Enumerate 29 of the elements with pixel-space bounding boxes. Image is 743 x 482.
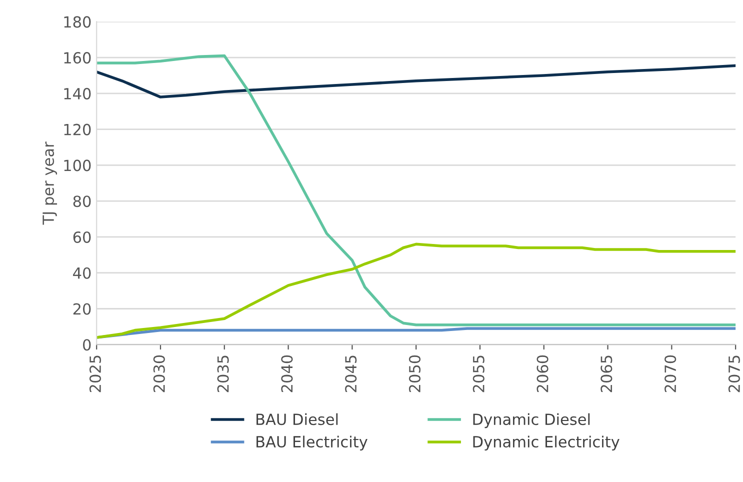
y-tick-label: 180 <box>64 16 91 28</box>
y-tick-label: 60 <box>73 231 91 244</box>
y-tick-label: 80 <box>73 196 91 208</box>
x-tick-label: 2030 <box>153 355 165 392</box>
line-series <box>96 64 736 98</box>
x-tick-label: 2055 <box>472 356 484 392</box>
x-tick-label: 2025 <box>89 356 102 392</box>
legend-label: Dynamic Diesel <box>473 413 590 428</box>
x-tick-label: 2065 <box>600 356 612 392</box>
y-tick-label: 140 <box>64 88 91 100</box>
y-tick-label: 20 <box>73 303 91 315</box>
x-tick-label: 2060 <box>536 355 548 392</box>
y-tick-label: 40 <box>73 267 91 279</box>
y-tick-label: 160 <box>64 52 91 64</box>
x-tick-label: 2070 <box>664 355 676 392</box>
line-series <box>96 242 736 339</box>
y-tick-label: 120 <box>64 124 91 136</box>
x-tick-label: 2075 <box>728 356 740 392</box>
y-axis-title: TJ per year <box>42 142 58 225</box>
line-series <box>96 54 736 326</box>
x-tick-label: 2040 <box>281 355 293 392</box>
legend-label: BAU Diesel <box>256 413 338 426</box>
x-tick-label: 2035 <box>217 356 229 392</box>
legend-label: Dynamic Electricity <box>473 436 620 450</box>
x-tick-label: 2045 <box>345 356 357 392</box>
y-tick-label: 100 <box>64 160 91 172</box>
x-tick-label: 2050 <box>408 355 421 392</box>
y-tick-label: 0 <box>83 339 91 351</box>
legend-label: BAU Electricity <box>256 436 368 450</box>
